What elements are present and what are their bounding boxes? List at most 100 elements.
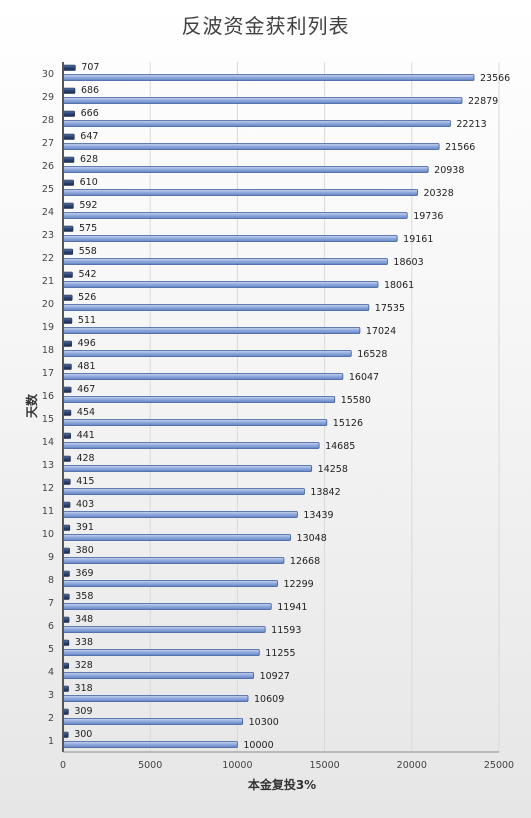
y-tick-label: 13 [42, 460, 54, 471]
y-tick-label: 22 [42, 253, 54, 264]
data-labels: 300 10000 309 10300 318 10609 328 10927 338 11255… [74, 62, 510, 751]
x-tick-label: 0 [60, 760, 66, 771]
data-label-daily: 558 [79, 246, 97, 257]
data-label-principal: 17535 [375, 303, 405, 314]
data-label-principal: 16528 [357, 349, 387, 360]
bar-principal [62, 580, 278, 587]
bar-principal [62, 143, 440, 150]
bar-principal [62, 327, 361, 334]
bar-daily [62, 225, 74, 232]
data-label-principal: 20328 [424, 188, 454, 199]
data-label-daily: 403 [76, 499, 94, 510]
bar-daily [62, 179, 74, 186]
data-label-daily: 300 [74, 729, 92, 740]
data-label-daily: 348 [75, 614, 93, 625]
bar-principal [62, 235, 398, 242]
data-label-daily: 441 [77, 430, 95, 441]
bar-daily [62, 133, 75, 140]
data-label-principal: 17024 [366, 326, 396, 337]
chart-title: 反波资金获利列表 [181, 14, 350, 38]
data-label-daily: 542 [78, 269, 96, 280]
bar-principal [62, 557, 285, 564]
bar-daily [62, 317, 73, 324]
y-tick-label: 26 [42, 161, 54, 172]
data-label-daily: 328 [75, 660, 93, 671]
bar-principal [62, 718, 244, 725]
data-label-principal: 10927 [260, 671, 290, 682]
data-label-principal: 13048 [297, 533, 327, 544]
data-label-principal: 12299 [283, 579, 313, 590]
bar-daily [62, 409, 72, 416]
data-label-daily: 309 [74, 706, 92, 717]
data-label-daily: 318 [75, 683, 93, 694]
bar-principal [62, 212, 408, 219]
data-label-principal: 11255 [265, 648, 295, 659]
data-label-principal: 20938 [434, 165, 464, 176]
y-tick-label: 27 [42, 138, 54, 149]
x-tick-label: 10000 [222, 760, 252, 771]
bar-daily [62, 202, 74, 209]
data-label-principal: 15580 [341, 395, 371, 406]
bar-principal [62, 189, 418, 196]
bar-principal [62, 419, 328, 426]
bar-daily [62, 386, 72, 393]
bar-principal [62, 258, 388, 265]
y-tick-label: 10 [42, 529, 54, 540]
bar-principal [62, 166, 429, 173]
bar-daily [62, 363, 72, 370]
data-label-daily: 467 [77, 384, 95, 395]
y-tick-label: 19 [42, 322, 54, 333]
data-label-daily: 481 [77, 361, 95, 372]
bars [62, 64, 475, 748]
bar-principal [62, 97, 463, 104]
y-tick-label: 3 [48, 690, 54, 701]
data-label-principal: 13842 [310, 487, 340, 498]
data-label-daily: 496 [78, 338, 96, 349]
bar-daily [62, 64, 76, 71]
y-tick-label: 17 [42, 368, 54, 379]
bar-principal [62, 488, 305, 495]
y-tick-label: 28 [42, 115, 54, 126]
data-label-principal: 11593 [271, 625, 301, 636]
data-label-daily: 686 [81, 85, 99, 96]
data-label-daily: 575 [79, 223, 97, 234]
data-label-daily: 610 [80, 177, 98, 188]
y-axis-title: 天数 [24, 393, 39, 418]
gridlines [149, 62, 500, 752]
data-label-principal: 22879 [468, 96, 498, 107]
bar-principal [62, 672, 254, 679]
bar-principal [62, 741, 238, 748]
data-label-daily: 415 [76, 476, 94, 487]
bar-daily [62, 340, 72, 347]
y-tick-label: 7 [48, 598, 54, 609]
y-tick-label: 24 [42, 207, 54, 218]
data-label-principal: 16047 [349, 372, 379, 383]
data-label-principal: 14685 [325, 441, 355, 452]
y-tick-label: 12 [42, 483, 54, 494]
data-label-principal: 14258 [318, 464, 348, 475]
axes: 0 5000 10000 15000 20000 25000123456789101112… [42, 62, 514, 771]
data-label-principal: 11941 [277, 602, 307, 613]
bar-daily [62, 156, 75, 163]
bar-principal [62, 626, 266, 633]
y-tick-label: 6 [48, 621, 54, 632]
bar-daily [62, 455, 71, 462]
bar-principal [62, 396, 336, 403]
bar-principal [62, 465, 313, 472]
bar-principal [62, 695, 249, 702]
bar-daily [62, 110, 75, 117]
bar-principal [62, 120, 451, 127]
data-label-daily: 428 [76, 453, 94, 464]
data-label-daily: 592 [79, 200, 97, 211]
y-tick-label: 1 [48, 736, 54, 747]
bar-principal [62, 534, 291, 541]
bar-daily [62, 478, 71, 485]
data-label-daily: 380 [76, 545, 94, 556]
y-tick-label: 16 [42, 391, 54, 402]
bar-daily [62, 524, 71, 531]
data-label-principal: 22213 [456, 119, 486, 130]
bar-daily [62, 271, 73, 278]
data-label-daily: 666 [81, 108, 99, 119]
